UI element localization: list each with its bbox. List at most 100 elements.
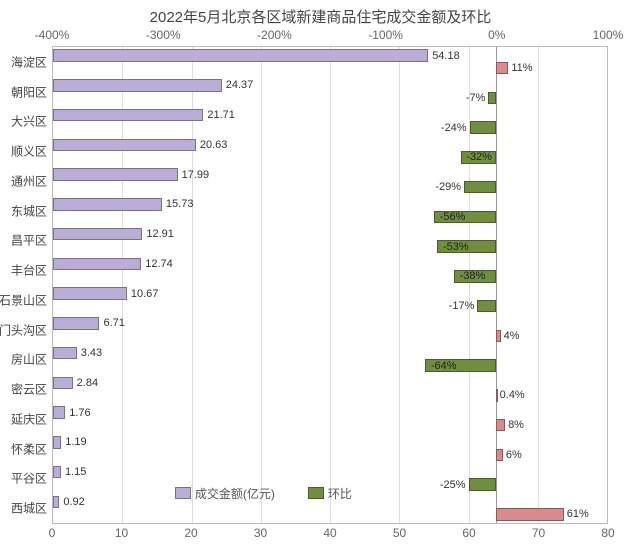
amount-label: 12.91 xyxy=(146,228,174,240)
row: 房山区3.43-64% xyxy=(53,345,607,375)
legend-label: 环比 xyxy=(328,485,352,502)
row: 丰台区12.74-38% xyxy=(53,255,607,285)
amount-label: 17.99 xyxy=(182,169,210,181)
amount-label: 20.63 xyxy=(200,139,228,151)
category-label: 大兴区 xyxy=(11,113,53,130)
category-label: 顺义区 xyxy=(11,143,53,160)
amount-label: 24.37 xyxy=(226,79,254,91)
mom-label: 61% xyxy=(567,508,589,520)
category-label: 怀柔区 xyxy=(11,440,53,457)
amount-label: 2.84 xyxy=(77,377,98,389)
mom-label: -7% xyxy=(466,92,486,104)
legend-swatch xyxy=(308,487,324,499)
amount-bar xyxy=(53,377,73,389)
amount-bar xyxy=(53,139,196,151)
amount-label: 6.71 xyxy=(103,317,124,329)
mom-label: -32% xyxy=(466,151,492,163)
row: 石景山区10.67-17% xyxy=(53,285,607,315)
category-label: 昌平区 xyxy=(11,232,53,249)
amount-bar xyxy=(53,436,61,448)
chart-container: 2022年5月北京各区域新建商品住宅成交金额及环比 -400% -300% -200… xyxy=(0,0,641,552)
mom-label: 4% xyxy=(504,330,520,342)
top-axis-tick: 0% xyxy=(488,28,505,42)
mom-bar xyxy=(496,508,564,520)
category-label: 平谷区 xyxy=(11,470,53,487)
amount-label: 12.74 xyxy=(145,258,173,270)
category-label: 门头沟区 xyxy=(0,321,53,338)
category-label: 房山区 xyxy=(11,351,53,368)
amount-label: 3.43 xyxy=(81,347,102,359)
legend-label: 成交金额(亿元) xyxy=(195,485,275,502)
bottom-axis-tick: 80 xyxy=(601,526,614,540)
mom-label: -38% xyxy=(460,270,486,282)
amount-bar xyxy=(53,79,222,91)
mom-label: -64% xyxy=(431,360,457,372)
plot-area: 海淀区54.1811%朝阳区24.37-7%大兴区21.71-24%顺义区20.… xyxy=(52,46,608,524)
row: 昌平区12.91-53% xyxy=(53,226,607,256)
mom-bar xyxy=(477,300,496,312)
mom-label: -56% xyxy=(440,211,466,223)
row: 怀柔区1.196% xyxy=(53,434,607,464)
row: 延庆区1.768% xyxy=(53,404,607,434)
mom-bar xyxy=(488,92,496,104)
mom-label: 8% xyxy=(508,419,524,431)
mom-label: -17% xyxy=(449,300,475,312)
bottom-axis-tick: 70 xyxy=(532,526,545,540)
bottom-axis-tick: 50 xyxy=(393,526,406,540)
legend-swatch xyxy=(175,487,191,499)
bottom-axis-tick: 40 xyxy=(323,526,336,540)
amount-bar xyxy=(53,496,59,508)
amount-label: 0.92 xyxy=(63,496,84,508)
row: 海淀区54.1811% xyxy=(53,47,607,77)
mom-bar xyxy=(496,449,503,461)
mom-bar xyxy=(496,419,505,431)
bottom-axis-tick: 30 xyxy=(254,526,267,540)
amount-bar xyxy=(53,109,203,121)
legend-amount: 成交金额(亿元) xyxy=(175,485,275,502)
row: 东城区15.73-56% xyxy=(53,196,607,226)
row: 朝阳区24.37-7% xyxy=(53,77,607,107)
bottom-axis: 01020304050607080 xyxy=(52,526,608,544)
category-label: 丰台区 xyxy=(11,262,53,279)
top-axis-tick: -300% xyxy=(146,28,181,42)
category-label: 石景山区 xyxy=(0,291,53,308)
amount-bar xyxy=(53,466,61,478)
row: 门头沟区6.714% xyxy=(53,315,607,345)
top-axis-tick: -400% xyxy=(35,28,70,42)
mom-bar xyxy=(470,121,497,133)
amount-label: 1.76 xyxy=(69,407,90,419)
amount-bar xyxy=(53,49,428,61)
bottom-axis-tick: 20 xyxy=(184,526,197,540)
amount-label: 1.19 xyxy=(65,436,86,448)
top-axis: -400%-300%-200%-100%0%100% xyxy=(52,28,608,46)
mom-label: 6% xyxy=(506,449,522,461)
category-label: 通州区 xyxy=(11,172,53,189)
amount-bar xyxy=(53,287,127,299)
amount-bar xyxy=(53,258,141,270)
category-label: 密云区 xyxy=(11,381,53,398)
amount-bar xyxy=(53,317,99,329)
amount-bar xyxy=(53,406,65,418)
amount-label: 21.71 xyxy=(207,109,235,121)
bottom-axis-tick: 0 xyxy=(49,526,56,540)
mom-label: -25% xyxy=(440,479,466,491)
amount-bar xyxy=(53,198,162,210)
category-label: 西城区 xyxy=(11,500,53,517)
category-label: 延庆区 xyxy=(11,410,53,427)
legend-mom: 环比 xyxy=(308,485,352,502)
mom-bar xyxy=(496,330,500,342)
amount-bar xyxy=(53,168,178,180)
row: 大兴区21.71-24% xyxy=(53,107,607,137)
amount-label: 15.73 xyxy=(166,198,194,210)
amount-label: 10.67 xyxy=(131,288,159,300)
chart-title: 2022年5月北京各区域新建商品住宅成交金额及环比 xyxy=(0,6,641,27)
mom-bar xyxy=(469,478,497,490)
mom-label: 11% xyxy=(511,62,532,74)
row: 密云区2.840.4% xyxy=(53,374,607,404)
amount-bar xyxy=(53,347,77,359)
bottom-axis-tick: 60 xyxy=(462,526,475,540)
category-label: 东城区 xyxy=(11,202,53,219)
amount-label: 1.15 xyxy=(65,466,86,478)
mom-bar xyxy=(464,181,496,193)
top-axis-tick: -200% xyxy=(257,28,292,42)
